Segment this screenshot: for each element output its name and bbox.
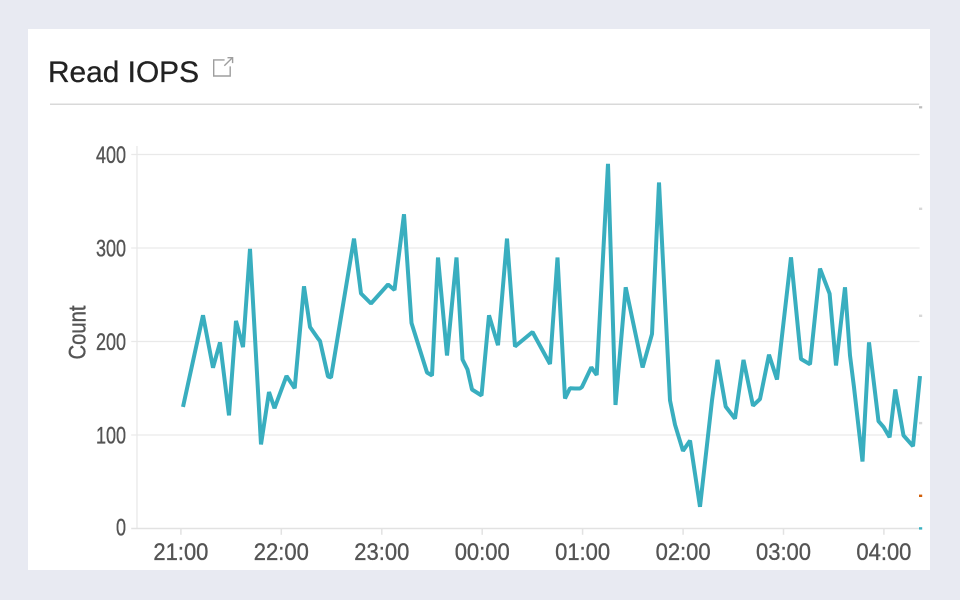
svg-text:03:00: 03:00	[756, 539, 811, 566]
svg-text:0: 0	[116, 515, 126, 542]
svg-text:22:00: 22:00	[254, 539, 309, 566]
svg-text:200: 200	[96, 329, 126, 356]
svg-text:21:00: 21:00	[153, 539, 208, 566]
svg-text:00:00: 00:00	[455, 539, 510, 566]
svg-text:400: 400	[96, 142, 126, 169]
svg-text:23:00: 23:00	[354, 539, 409, 566]
svg-text:01:00: 01:00	[555, 539, 610, 566]
svg-text:Read IOPS: Read IOPS	[48, 56, 199, 89]
svg-text:04:00: 04:00	[856, 539, 911, 566]
svg-text:100: 100	[96, 423, 126, 450]
svg-text:300: 300	[96, 236, 126, 263]
svg-text:02:00: 02:00	[656, 539, 711, 566]
svg-text:Count: Count	[65, 305, 92, 359]
